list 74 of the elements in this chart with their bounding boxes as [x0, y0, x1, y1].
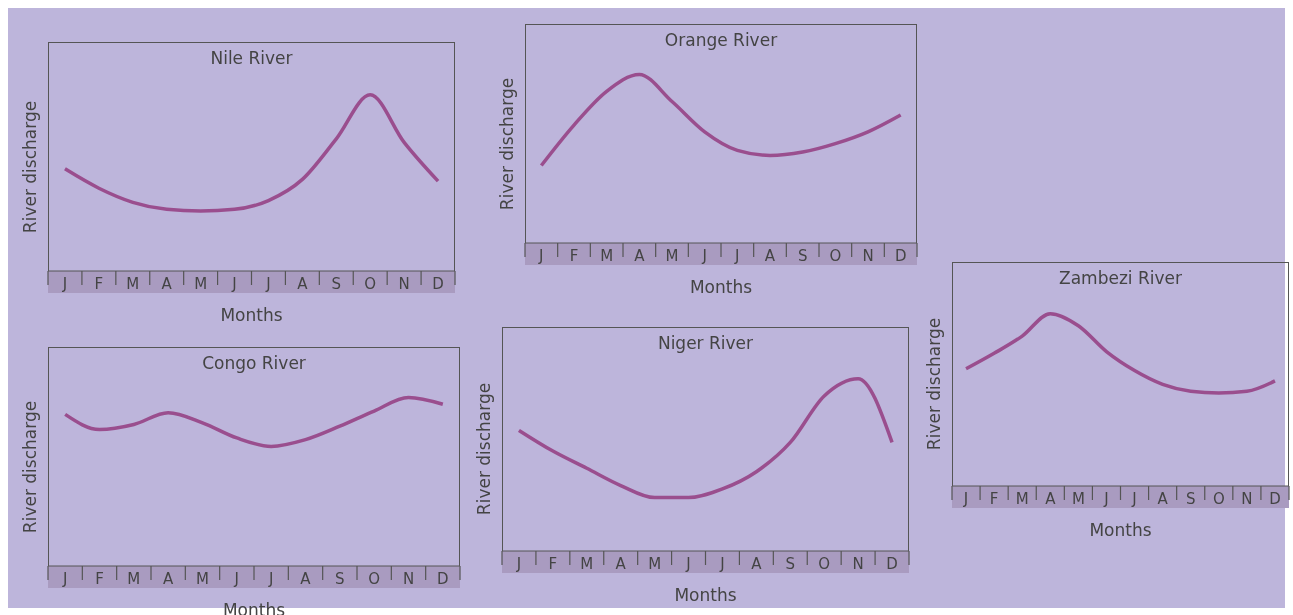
x-tick-label: A: [751, 555, 763, 573]
x-tick-label: N: [862, 247, 874, 265]
x-tick-label: D: [886, 555, 898, 573]
x-tick-label: O: [368, 570, 381, 588]
x-tick-label: F: [548, 555, 558, 573]
x-tick-label: O: [818, 555, 831, 573]
x-tick-label: A: [163, 570, 175, 588]
x-tick-label: O: [829, 247, 842, 265]
x-tick-label: M: [196, 570, 209, 588]
x-tick-label: A: [300, 570, 312, 588]
x-tick-label: A: [297, 275, 309, 293]
x-tick-label: M: [648, 555, 662, 573]
x-tick-label: S: [331, 275, 342, 293]
y-axis-title: River discharge: [497, 77, 517, 210]
x-tick-label: J: [231, 275, 237, 293]
x-tick-label: J: [734, 247, 740, 265]
x-tick-label: N: [398, 275, 410, 293]
x-tick-label: J: [1131, 490, 1137, 508]
x-tick-label: D: [437, 570, 449, 588]
x-axis-title: Months: [1089, 520, 1152, 540]
x-tick-label: A: [1045, 490, 1057, 508]
chart-title: Zambezi River: [1058, 268, 1183, 288]
x-tick-label: M: [126, 275, 140, 293]
chart-title: Nile River: [209, 48, 294, 68]
x-tick-label: A: [764, 247, 776, 265]
x-tick-label: J: [61, 275, 68, 293]
x-tick-label: N: [402, 570, 415, 588]
y-axis-title: River discharge: [20, 400, 40, 533]
x-tick-label: M: [665, 247, 679, 265]
x-tick-label: J: [1103, 490, 1109, 508]
chart-title: Orange River: [663, 30, 779, 50]
x-tick-label: A: [634, 247, 646, 265]
x-tick-label: J: [962, 490, 969, 508]
x-tick-label: D: [1269, 490, 1281, 508]
x-tick-label: J: [61, 570, 68, 588]
y-axis-title: River discharge: [474, 382, 494, 516]
y-axis-title: River discharge: [924, 317, 944, 451]
y-axis-title: River discharge: [20, 100, 40, 233]
x-tick-label: J: [233, 570, 240, 588]
x-tick-label: F: [95, 570, 104, 588]
x-tick-label: A: [615, 555, 627, 573]
chart-title: Niger River: [656, 333, 755, 353]
x-tick-label: J: [265, 275, 271, 293]
x-tick-label: M: [1071, 490, 1085, 508]
x-tick-label: O: [364, 275, 377, 293]
x-axis-title: Months: [674, 585, 737, 605]
x-tick-label: D: [894, 247, 907, 265]
x-tick-label: J: [267, 570, 274, 588]
x-tick-label: A: [161, 275, 173, 293]
x-tick-label: J: [538, 247, 544, 265]
x-tick-label: M: [580, 555, 594, 573]
x-tick-label: S: [1185, 490, 1196, 508]
x-tick-label: M: [1015, 490, 1029, 508]
x-tick-label: S: [785, 555, 796, 573]
x-axis-title: Months: [220, 305, 283, 325]
x-tick-label: D: [432, 275, 444, 293]
x-tick-label: J: [701, 247, 707, 265]
chart-title: Congo River: [201, 353, 307, 373]
x-tick-label: M: [127, 570, 141, 588]
x-tick-label: N: [1241, 490, 1253, 508]
x-tick-label: S: [335, 570, 345, 588]
x-tick-label: J: [515, 555, 522, 573]
x-tick-label: J: [685, 555, 691, 573]
x-tick-label: M: [194, 275, 208, 293]
x-tick-label: F: [569, 247, 579, 265]
x-axis-title: Months: [689, 277, 753, 297]
x-tick-label: N: [852, 555, 864, 573]
x-tick-label: F: [989, 490, 999, 508]
x-tick-label: J: [719, 555, 725, 573]
x-tick-label: F: [94, 275, 104, 293]
x-tick-label: O: [1212, 490, 1225, 508]
x-tick-label: A: [1157, 490, 1169, 508]
x-tick-label: M: [600, 247, 614, 265]
x-tick-label: S: [797, 247, 808, 265]
